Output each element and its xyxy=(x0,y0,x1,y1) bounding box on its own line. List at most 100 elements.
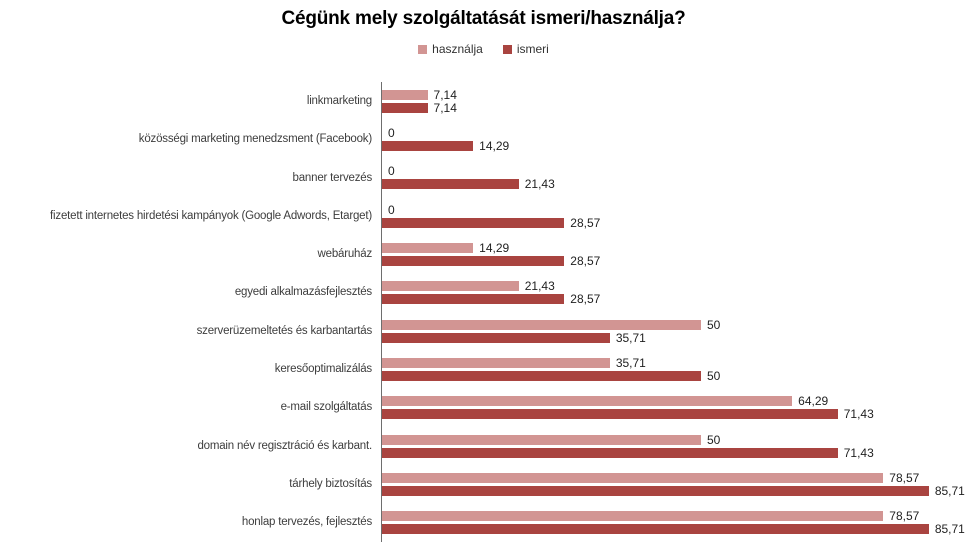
hasznalja-value-label: 50 xyxy=(707,317,721,332)
category-bars: 78,57 85,71 xyxy=(381,503,967,542)
category-bars: 14,29 28,57 xyxy=(381,235,967,274)
hasznalja-bar-line: 21,43 xyxy=(382,279,967,294)
hasznalja-value-label: 0 xyxy=(388,202,395,217)
category-bars: 7,14 7,14 xyxy=(381,82,967,121)
ismeri-value-label: 50 xyxy=(707,368,721,383)
ismeri-bar-line: 35,71 xyxy=(382,330,967,345)
hasznalja-bar-line: 78,57 xyxy=(382,509,967,524)
ismeri-value-label: 14,29 xyxy=(479,138,510,153)
category-row: szerverüzemeltetés és karbantartás 50 35,7… xyxy=(0,311,967,351)
ismeri-bar-line: 85,71 xyxy=(382,523,967,535)
hasznalja-bar-line: 64,29 xyxy=(382,394,967,409)
category-row: egyedi alkalmazásfejlesztés 21,43 28,57 xyxy=(0,273,967,312)
chart-title: Cégünk mely szolgáltatását ismeri/haszná… xyxy=(281,8,686,29)
hasznalja-bar xyxy=(382,396,793,407)
category-row: e-mail szolgáltatás 64,29 71,43 xyxy=(0,388,967,427)
category-bars: 21,43 28,57 xyxy=(381,273,967,312)
ismeri-value-label: 7,14 xyxy=(433,100,457,115)
hasznalja-value-label: 64,29 xyxy=(798,394,829,409)
category-label: tárhely biztosítás xyxy=(289,478,372,491)
hasznalja-bar xyxy=(382,281,519,292)
hasznalja-bar xyxy=(382,511,884,522)
legend-swatch-ismeri xyxy=(502,44,512,54)
ismeri-bar xyxy=(382,179,519,190)
category-row: közösségi marketing menedzsment (Faceboo… xyxy=(0,120,967,159)
ismeri-bar-line: 21,43 xyxy=(382,177,967,192)
hasznalja-bar xyxy=(382,357,610,368)
category-label: honlap tervezés, fejlesztés xyxy=(241,516,372,529)
hasznalja-bar-line: 0 xyxy=(382,125,967,140)
hasznalja-value-label: 78,57 xyxy=(889,470,920,485)
ismeri-value-label: 28,57 xyxy=(570,253,601,268)
ismeri-value-label: 35,71 xyxy=(615,330,646,345)
ismeri-bar xyxy=(382,447,838,458)
category-row: webáruház 14,29 28,57 xyxy=(0,235,967,274)
category-label: szerverüzemeltetés és karbantartás xyxy=(196,324,373,337)
category-label: domain név regisztráció és karbant. xyxy=(197,439,372,452)
ismeri-bar xyxy=(382,102,428,113)
category-row: linkmarketing 7,14 7,14 xyxy=(0,82,967,121)
category-row: fizetett internetes hirdetési kampányok … xyxy=(0,196,967,236)
category-label: webáruház xyxy=(317,248,373,261)
category-bars: 50 35,71 xyxy=(381,311,967,351)
hasznalja-value-label: 7,14 xyxy=(433,87,457,102)
category-label: fizetett internetes hirdetési kampányok … xyxy=(50,209,372,222)
ismeri-bar xyxy=(382,370,701,381)
hasznalja-value-label: 14,29 xyxy=(479,240,510,255)
hasznalja-value-label: 78,57 xyxy=(889,509,920,524)
category-row: honlap tervezés, fejlesztés 78,57 85,71 xyxy=(0,503,967,542)
chart-legend: használja ismeri xyxy=(0,41,967,57)
hasznalja-value-label: 21,43 xyxy=(524,279,555,294)
category-label: linkmarketing xyxy=(306,94,372,107)
hasznalja-bar-line: 50 xyxy=(382,317,967,332)
category-label: e-mail szolgáltatás xyxy=(280,401,373,414)
ismeri-bar-line: 14,29 xyxy=(382,138,967,153)
ismeri-bar-line: 85,71 xyxy=(382,485,967,497)
legend-swatch-hasznalja xyxy=(418,44,428,54)
legend-label-ismeri: ismeri xyxy=(516,42,549,56)
ismeri-bar xyxy=(382,217,565,228)
hasznalja-value-label: 50 xyxy=(707,432,721,447)
hasznalja-bar-line: 35,71 xyxy=(382,357,967,369)
category-bars: 78,57 85,71 xyxy=(381,465,967,504)
ismeri-value-label: 28,57 xyxy=(570,215,601,230)
ismeri-bar-line: 7,14 xyxy=(382,100,967,115)
legend-label-hasznalja: használja xyxy=(432,42,483,56)
ismeri-value-label: 21,43 xyxy=(524,177,555,192)
hasznalja-value-label: 0 xyxy=(388,125,395,140)
hasznalja-bar xyxy=(382,242,474,253)
legend-item-ismeri: ismeri xyxy=(502,42,549,56)
hasznalja-bar-line: 0 xyxy=(382,165,967,177)
hasznalja-bar xyxy=(382,89,428,100)
category-row: domain név regisztráció és karbant. 50 71,… xyxy=(0,426,967,466)
ismeri-bar xyxy=(382,294,565,305)
category-row: keresőoptimalizálás 35,71 50 xyxy=(0,350,967,389)
ismeri-bar xyxy=(382,524,929,535)
hasznalja-bar-line: 0 xyxy=(382,202,967,217)
ismeri-bar-line: 50 xyxy=(382,368,967,383)
ismeri-bar-line: 28,57 xyxy=(382,253,967,268)
category-label: egyedi alkalmazásfejlesztés xyxy=(234,286,372,299)
ismeri-bar-line: 28,57 xyxy=(382,293,967,305)
hasznalja-bar-line: 78,57 xyxy=(382,470,967,485)
hasznalja-bar xyxy=(382,319,701,330)
category-bars: 50 71,43 xyxy=(381,426,967,466)
ismeri-bar xyxy=(382,409,838,420)
category-bars: 64,29 71,43 xyxy=(381,388,967,427)
ismeri-bar-line: 28,57 xyxy=(382,215,967,230)
category-label: közösségi marketing menedzsment (Faceboo… xyxy=(138,133,372,146)
ismeri-bar xyxy=(382,332,610,343)
plot-area: linkmarketing 7,14 7,14 közösségi marketing… xyxy=(0,82,967,542)
ismeri-value-label: 71,43 xyxy=(843,445,874,460)
category-bars: 0 28,57 xyxy=(381,196,967,236)
ismeri-bar xyxy=(382,255,565,266)
category-label: keresőoptimalizálás xyxy=(274,363,372,376)
category-label: banner tervezés xyxy=(292,171,373,184)
legend-item-hasznalja: használja xyxy=(418,42,483,56)
hasznalja-bar-line: 7,14 xyxy=(382,87,967,102)
hasznalja-bar-line: 14,29 xyxy=(382,240,967,255)
hasznalja-bar-line: 50 xyxy=(382,432,967,447)
category-row: tárhely biztosítás 78,57 85,71 xyxy=(0,465,967,504)
category-bars: 0 14,29 xyxy=(381,120,967,159)
